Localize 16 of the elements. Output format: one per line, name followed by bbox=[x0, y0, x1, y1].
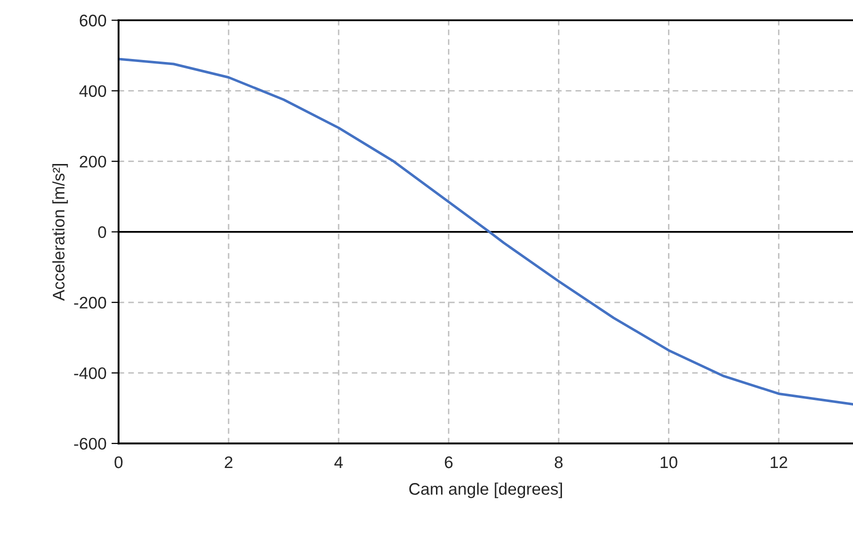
x-tick-label: 2 bbox=[224, 456, 232, 468]
y-axis-title: Acceleration [m/s²] bbox=[52, 164, 68, 301]
y-tick-label: 200 bbox=[80, 156, 106, 168]
x-axis-title: Cam angle [degrees] bbox=[409, 482, 562, 498]
y-tick-label: 400 bbox=[79, 85, 106, 97]
y-tick-label: 0 bbox=[98, 226, 106, 238]
x-tick-label: 10 bbox=[660, 456, 678, 468]
x-tick-label: 12 bbox=[770, 456, 788, 468]
y-tick-label: -400 bbox=[74, 367, 106, 380]
x-tick-label: 0 bbox=[114, 456, 123, 468]
y-tick-label: -200 bbox=[74, 296, 106, 309]
x-tick-label: 6 bbox=[444, 456, 453, 468]
y-tick-label: -600 bbox=[74, 438, 106, 450]
y-tick-label: 600 bbox=[80, 14, 106, 26]
x-tick-label: 8 bbox=[554, 456, 563, 468]
x-tick-label: 4 bbox=[334, 456, 343, 468]
